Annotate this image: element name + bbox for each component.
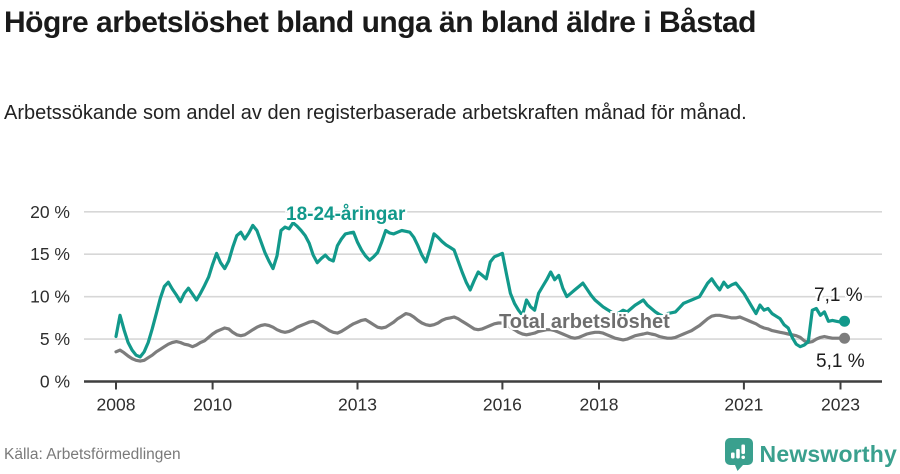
- y-axis-labels: 0 % 5 % 10 % 15 % 20 %: [30, 202, 70, 392]
- x-tick-label: 2021: [724, 395, 763, 415]
- x-tick-label: 2016: [483, 395, 522, 415]
- chart-subtitle: Arbetssökande som andel av den registerb…: [4, 102, 747, 124]
- series-label-young: 18-24-åringar: [286, 204, 406, 225]
- x-tick-label: 2010: [193, 395, 232, 415]
- x-axis: 2008 2010 2013 2016 2018 2021 2023: [84, 380, 882, 415]
- end-value-label-young: 7,1 %: [814, 285, 863, 306]
- end-dot-total: [839, 332, 851, 344]
- end-dot-young: [839, 315, 851, 327]
- newsworthy-icon: [724, 438, 753, 471]
- y-tick-label: 5 %: [40, 329, 70, 349]
- series-label-total: Total arbetslöshet: [499, 311, 670, 333]
- x-tick-label: 2018: [580, 395, 619, 415]
- x-tick-label: 2013: [338, 395, 377, 415]
- end-value-label-total: 5,1 %: [816, 351, 865, 372]
- x-tick-label: 2008: [97, 395, 136, 415]
- newsworthy-logo: Newsworthy: [724, 438, 897, 471]
- page-title: Högre arbetslöshet bland unga än bland ä…: [4, 6, 756, 39]
- series-line-total: [114, 312, 847, 363]
- y-tick-label: 15 %: [30, 244, 70, 264]
- series-line-young: [114, 221, 847, 359]
- y-tick-label: 20 %: [30, 202, 70, 222]
- x-tick-label: 2023: [821, 395, 860, 415]
- y-tick-label: 0 %: [40, 372, 70, 392]
- source-note: Källa: Arbetsförmedlingen: [4, 446, 181, 463]
- newsworthy-wordmark: Newsworthy: [759, 441, 897, 467]
- y-tick-label: 10 %: [30, 287, 70, 307]
